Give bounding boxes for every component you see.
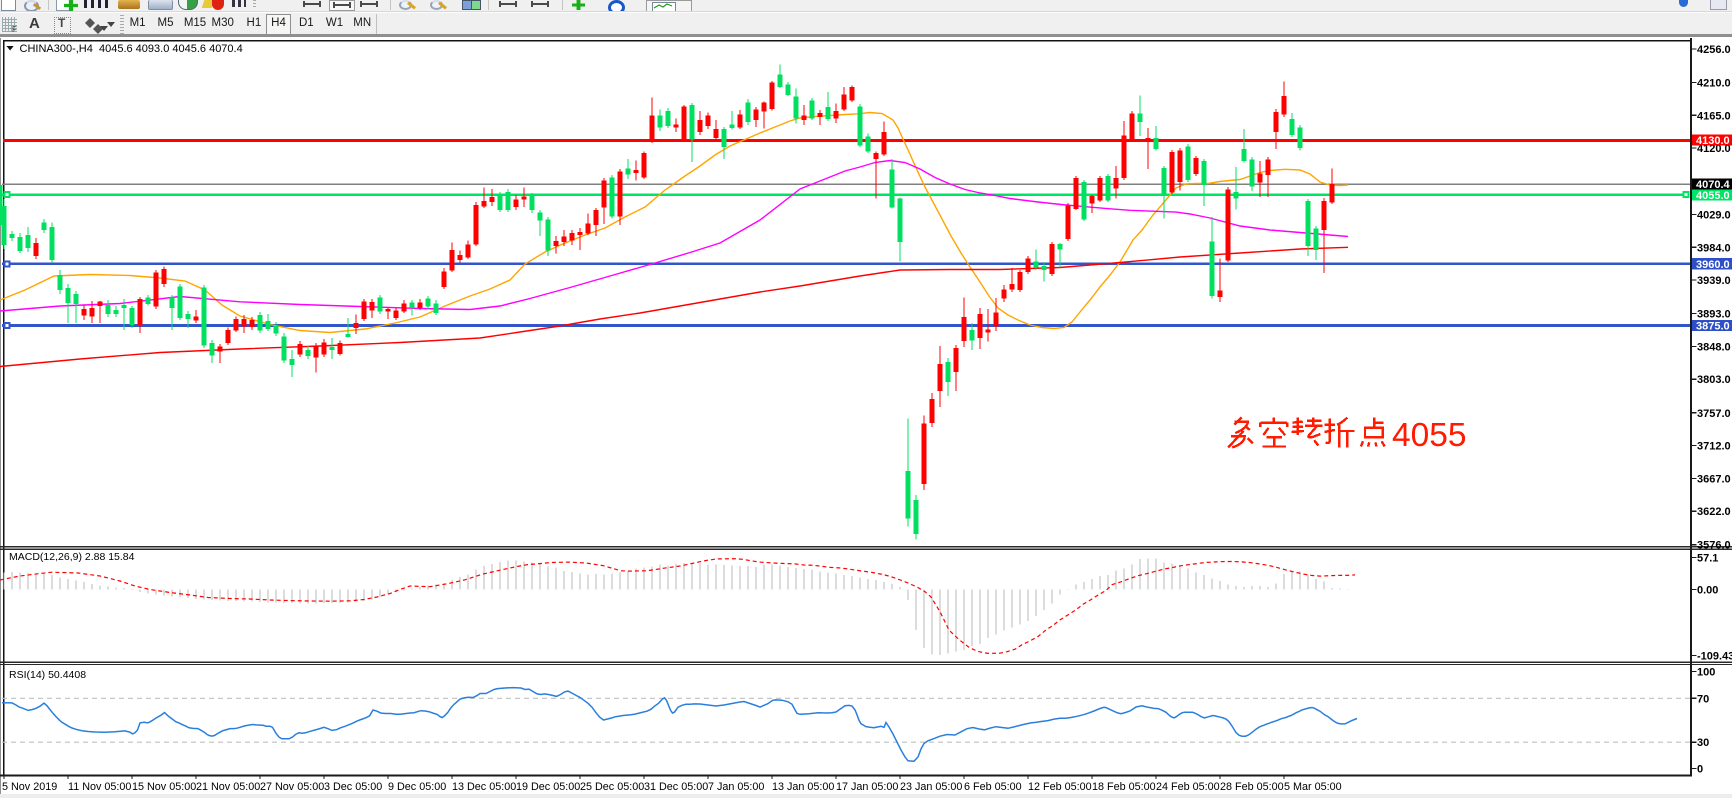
svg-text:5 Mar 05:00: 5 Mar 05:00 — [1284, 781, 1342, 793]
svg-text:0: 0 — [1697, 764, 1703, 776]
svg-text:-109.43: -109.43 — [1697, 651, 1732, 663]
svg-text:RSI(14) 50.4408: RSI(14) 50.4408 — [9, 669, 86, 681]
svg-text:17 Jan 05:00: 17 Jan 05:00 — [836, 781, 898, 793]
svg-text:25 Dec 05:00: 25 Dec 05:00 — [580, 781, 644, 793]
svg-text:100: 100 — [1697, 667, 1715, 679]
svg-text:MACD(12,26,9) 2.88 15.84: MACD(12,26,9) 2.88 15.84 — [9, 551, 135, 563]
svg-text:21 Nov 05:00: 21 Nov 05:00 — [196, 781, 260, 793]
svg-text:57.1: 57.1 — [1697, 552, 1718, 564]
svg-text:3667.0: 3667.0 — [1697, 473, 1731, 485]
svg-text:3576.0: 3576.0 — [1697, 540, 1731, 552]
svg-text:4210.0: 4210.0 — [1697, 78, 1731, 90]
svg-text:4130.0: 4130.0 — [1696, 135, 1730, 147]
svg-text:CHINA300-,H4 4045.6 4093.0 40: CHINA300-,H4 4045.6 4093.0 4045.6 4070.4 — [20, 43, 243, 55]
svg-text:3 Dec 05:00: 3 Dec 05:00 — [324, 781, 382, 793]
svg-text:3875.0: 3875.0 — [1696, 321, 1730, 333]
svg-text:3712.0: 3712.0 — [1697, 441, 1731, 453]
svg-text:13 Jan 05:00: 13 Jan 05:00 — [772, 781, 834, 793]
svg-text:30: 30 — [1697, 737, 1709, 749]
svg-text:27 Nov 05:00: 27 Nov 05:00 — [260, 781, 324, 793]
svg-text:9 Dec 05:00: 9 Dec 05:00 — [388, 781, 446, 793]
svg-text:12 Feb 05:00: 12 Feb 05:00 — [1028, 781, 1092, 793]
svg-text:3939.0: 3939.0 — [1697, 275, 1731, 287]
svg-text:4070.4: 4070.4 — [1696, 179, 1731, 191]
svg-text:3757.0: 3757.0 — [1697, 408, 1731, 420]
svg-text:4029.0: 4029.0 — [1697, 210, 1731, 222]
svg-text:3803.0: 3803.0 — [1697, 374, 1731, 386]
svg-text:5 Nov 2019: 5 Nov 2019 — [2, 781, 57, 793]
svg-text:31 Dec 05:00: 31 Dec 05:00 — [644, 781, 708, 793]
svg-text:6 Feb 05:00: 6 Feb 05:00 — [964, 781, 1022, 793]
svg-text:3960.0: 3960.0 — [1696, 259, 1730, 271]
svg-text:4055: 4055 — [1392, 417, 1467, 454]
svg-text:4256.0: 4256.0 — [1697, 44, 1731, 56]
svg-text:0.00: 0.00 — [1697, 584, 1718, 596]
svg-text:3622.0: 3622.0 — [1697, 506, 1731, 518]
svg-text:15 Nov 05:00: 15 Nov 05:00 — [132, 781, 196, 793]
svg-text:28 Feb 05:00: 28 Feb 05:00 — [1220, 781, 1284, 793]
svg-text:4165.0: 4165.0 — [1697, 110, 1731, 122]
svg-text:23 Jan 05:00: 23 Jan 05:00 — [900, 781, 962, 793]
svg-text:4055.0: 4055.0 — [1696, 190, 1730, 202]
svg-text:3848.0: 3848.0 — [1697, 341, 1731, 353]
svg-text:11 Nov 05:00: 11 Nov 05:00 — [68, 781, 131, 793]
svg-text:70: 70 — [1697, 693, 1709, 705]
svg-text:7 Jan 05:00: 7 Jan 05:00 — [708, 781, 764, 793]
svg-text:18 Feb 05:00: 18 Feb 05:00 — [1092, 781, 1156, 793]
svg-text:13 Dec 05:00: 13 Dec 05:00 — [452, 781, 516, 793]
svg-text:3984.0: 3984.0 — [1697, 242, 1731, 254]
svg-text:24 Feb 05:00: 24 Feb 05:00 — [1156, 781, 1220, 793]
svg-text:19 Dec 05:00: 19 Dec 05:00 — [516, 781, 580, 793]
svg-text:3893.0: 3893.0 — [1697, 309, 1731, 321]
svg-text:4120.0: 4120.0 — [1697, 143, 1731, 155]
